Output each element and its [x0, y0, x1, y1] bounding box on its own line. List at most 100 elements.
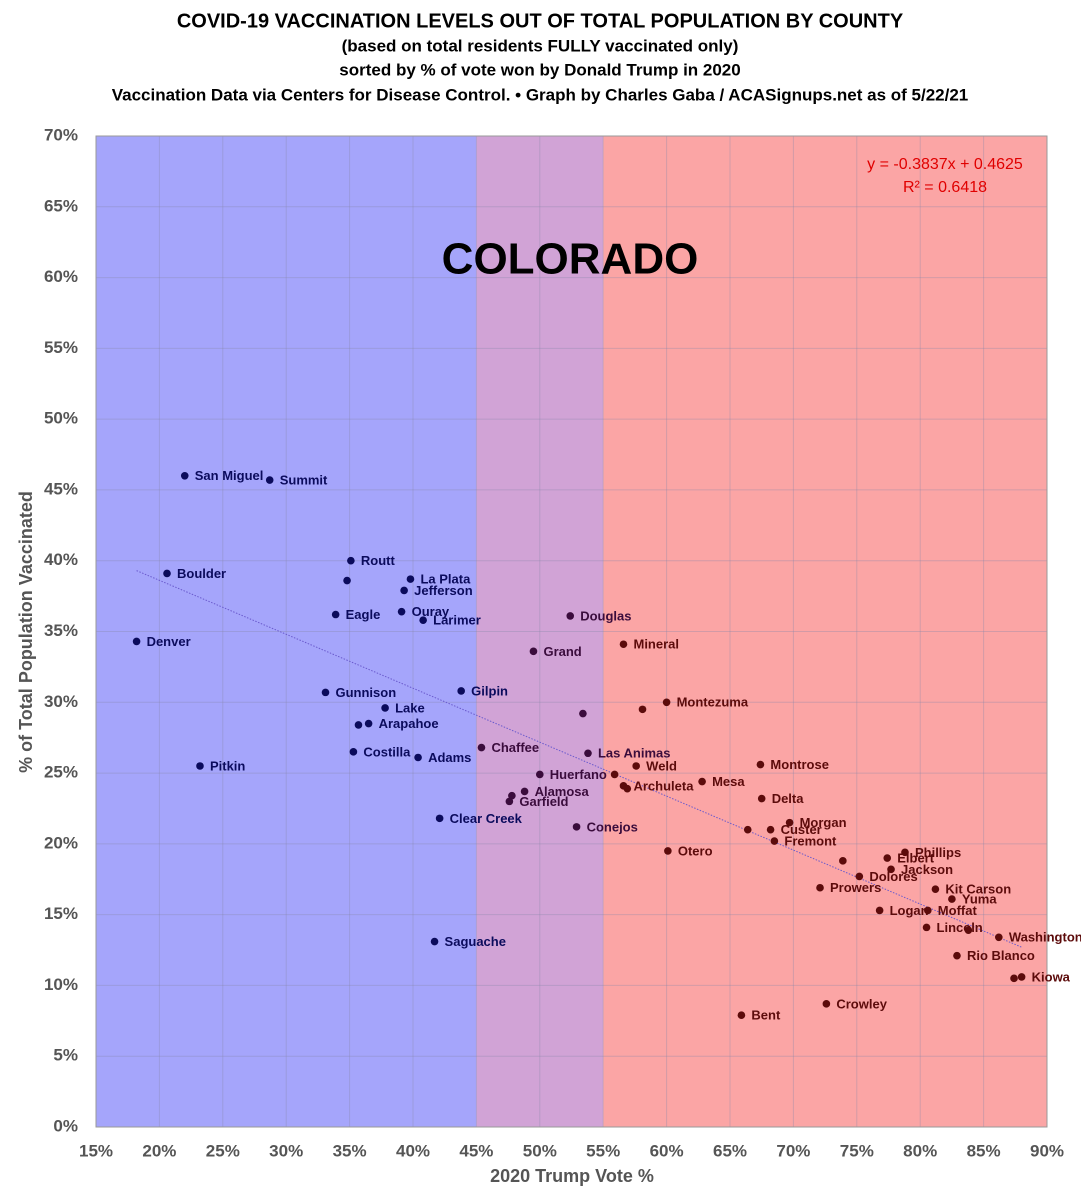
x-tick-label: 25% [206, 1141, 240, 1160]
point-label: Saguache [445, 934, 506, 949]
point-label: Fremont [784, 833, 837, 848]
y-tick-label: 55% [44, 338, 78, 357]
y-tick-label: 15% [44, 904, 78, 923]
point-label: Elbert [897, 850, 935, 865]
point-label: Larimer [433, 613, 481, 628]
point [964, 926, 973, 935]
point-label: Ouray [412, 604, 450, 619]
point-label: Denver [147, 634, 191, 649]
point [1010, 974, 1018, 983]
point-label: Moffat [938, 903, 978, 918]
point [397, 607, 406, 616]
point [757, 794, 766, 803]
subtitle: Vaccination Data via Centers for Disease… [112, 85, 969, 104]
point [400, 586, 408, 595]
point-label: Arapahoe [379, 716, 439, 731]
trendline [136, 570, 1022, 948]
x-axis-label: 2020 Trump Vote % [490, 1166, 654, 1186]
point [901, 848, 909, 857]
point-label: Lincoln [937, 920, 983, 935]
point [520, 787, 529, 796]
x-tick-label: 65% [713, 1141, 747, 1160]
point-label: Kiowa [1032, 969, 1071, 984]
point [321, 688, 330, 697]
point [406, 575, 415, 583]
point-label: Adams [428, 750, 471, 765]
equation: y = -0.3837x + 0.4625 [867, 156, 1023, 173]
point-label: Huerfano [550, 767, 607, 782]
plot-border [95, 135, 1048, 1128]
point [572, 823, 581, 831]
point-label: Eagle [346, 607, 381, 622]
point [1017, 973, 1026, 981]
point [743, 825, 752, 834]
chart-title: COVID-19 VACCINATION LEVELS OUT OF TOTAL… [177, 10, 904, 32]
point-label: Conejos [587, 819, 638, 834]
point-label: Mesa [712, 774, 745, 789]
point [924, 906, 932, 915]
point [922, 923, 931, 932]
point [347, 556, 355, 565]
point [756, 760, 765, 769]
point [180, 471, 189, 480]
point [419, 616, 427, 624]
point-label: Las Animas [598, 746, 671, 761]
y-tick-label: 65% [44, 196, 78, 215]
y-tick-label: 30% [44, 692, 78, 711]
x-tick-label: 75% [840, 1141, 874, 1160]
point [875, 906, 884, 915]
point-label: Douglas [580, 608, 631, 623]
region [96, 136, 477, 1127]
x-tick-label: 80% [903, 1141, 937, 1160]
region [476, 136, 604, 1127]
x-tick-label: 90% [1030, 1141, 1064, 1160]
point [457, 687, 465, 695]
point-label: Prowers [830, 880, 881, 895]
point-label: Gunnison [336, 685, 397, 700]
y-tick-label: 45% [44, 479, 78, 498]
point [354, 721, 363, 729]
point-label: Garfield [519, 794, 568, 809]
point [364, 719, 373, 728]
x-tick-label: 30% [269, 1141, 303, 1160]
point [414, 753, 422, 762]
point-label: Grand [543, 644, 581, 659]
y-tick-label: 40% [44, 550, 78, 569]
point [770, 837, 779, 845]
point [638, 705, 647, 714]
point [632, 762, 640, 770]
point-label: Otero [678, 843, 713, 858]
point [953, 951, 961, 960]
point [662, 698, 671, 707]
y-tick-label: 35% [44, 621, 78, 640]
y-tick-label: 10% [44, 975, 78, 994]
point-label: Delta [772, 791, 805, 806]
point [430, 937, 439, 946]
point-label: Weld [646, 758, 677, 773]
point-label: Morgan [800, 815, 847, 830]
point-label: Montrose [770, 757, 829, 772]
point-label: Kit Carson [945, 882, 1011, 897]
y-tick-label: 70% [44, 125, 78, 144]
y-tick-label: 20% [44, 833, 78, 852]
point-label: Mineral [633, 637, 679, 652]
point [623, 784, 632, 793]
point-label: San Miguel [195, 468, 264, 483]
y-tick-label: 5% [53, 1046, 78, 1065]
point [505, 797, 514, 806]
point [619, 640, 628, 649]
point [664, 847, 672, 855]
point-label: Bent [751, 1008, 781, 1023]
point [132, 637, 141, 646]
point [435, 814, 444, 823]
point [995, 933, 1003, 942]
point [839, 857, 847, 865]
point [331, 610, 340, 619]
point [508, 791, 516, 800]
x-tick-label: 15% [79, 1141, 113, 1160]
y-tick-label: 25% [44, 763, 78, 782]
plot-area: COLORADO y = -0.3837x + 0.4625 R² = 0.6418… [95, 135, 1081, 1128]
point [887, 865, 895, 874]
point-label: Archuleta [633, 778, 694, 793]
